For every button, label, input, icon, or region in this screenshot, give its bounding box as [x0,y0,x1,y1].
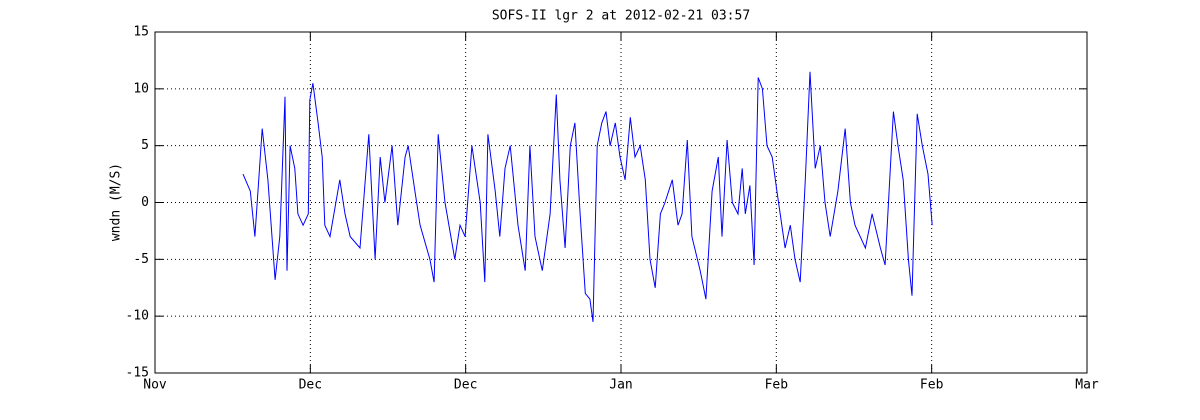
x-tick-label: Nov [143,378,167,393]
x-tick-label: Feb [920,378,944,393]
y-tick-label: 15 [133,25,149,40]
x-tick-label: Dec [299,378,322,393]
y-tick-label: 5 [141,138,149,153]
y-tick-label: -10 [126,309,149,324]
x-tick-label: Feb [765,378,789,393]
chart-title: SOFS-II lgr 2 at 2012-02-21 03:57 [492,9,750,24]
y-tick-label: -5 [133,252,149,267]
y-tick-label: 10 [133,81,149,96]
y-tick-label: -15 [126,366,149,381]
data-line [242,71,933,322]
x-tick-label: Mar [1075,378,1099,393]
x-tick-label: Jan [609,378,632,393]
y-axis-label: wndn (M/S) [109,163,124,241]
y-tick-label: 0 [141,195,149,210]
x-tick-label: Dec [454,378,477,393]
plot-frame [154,31,1088,374]
